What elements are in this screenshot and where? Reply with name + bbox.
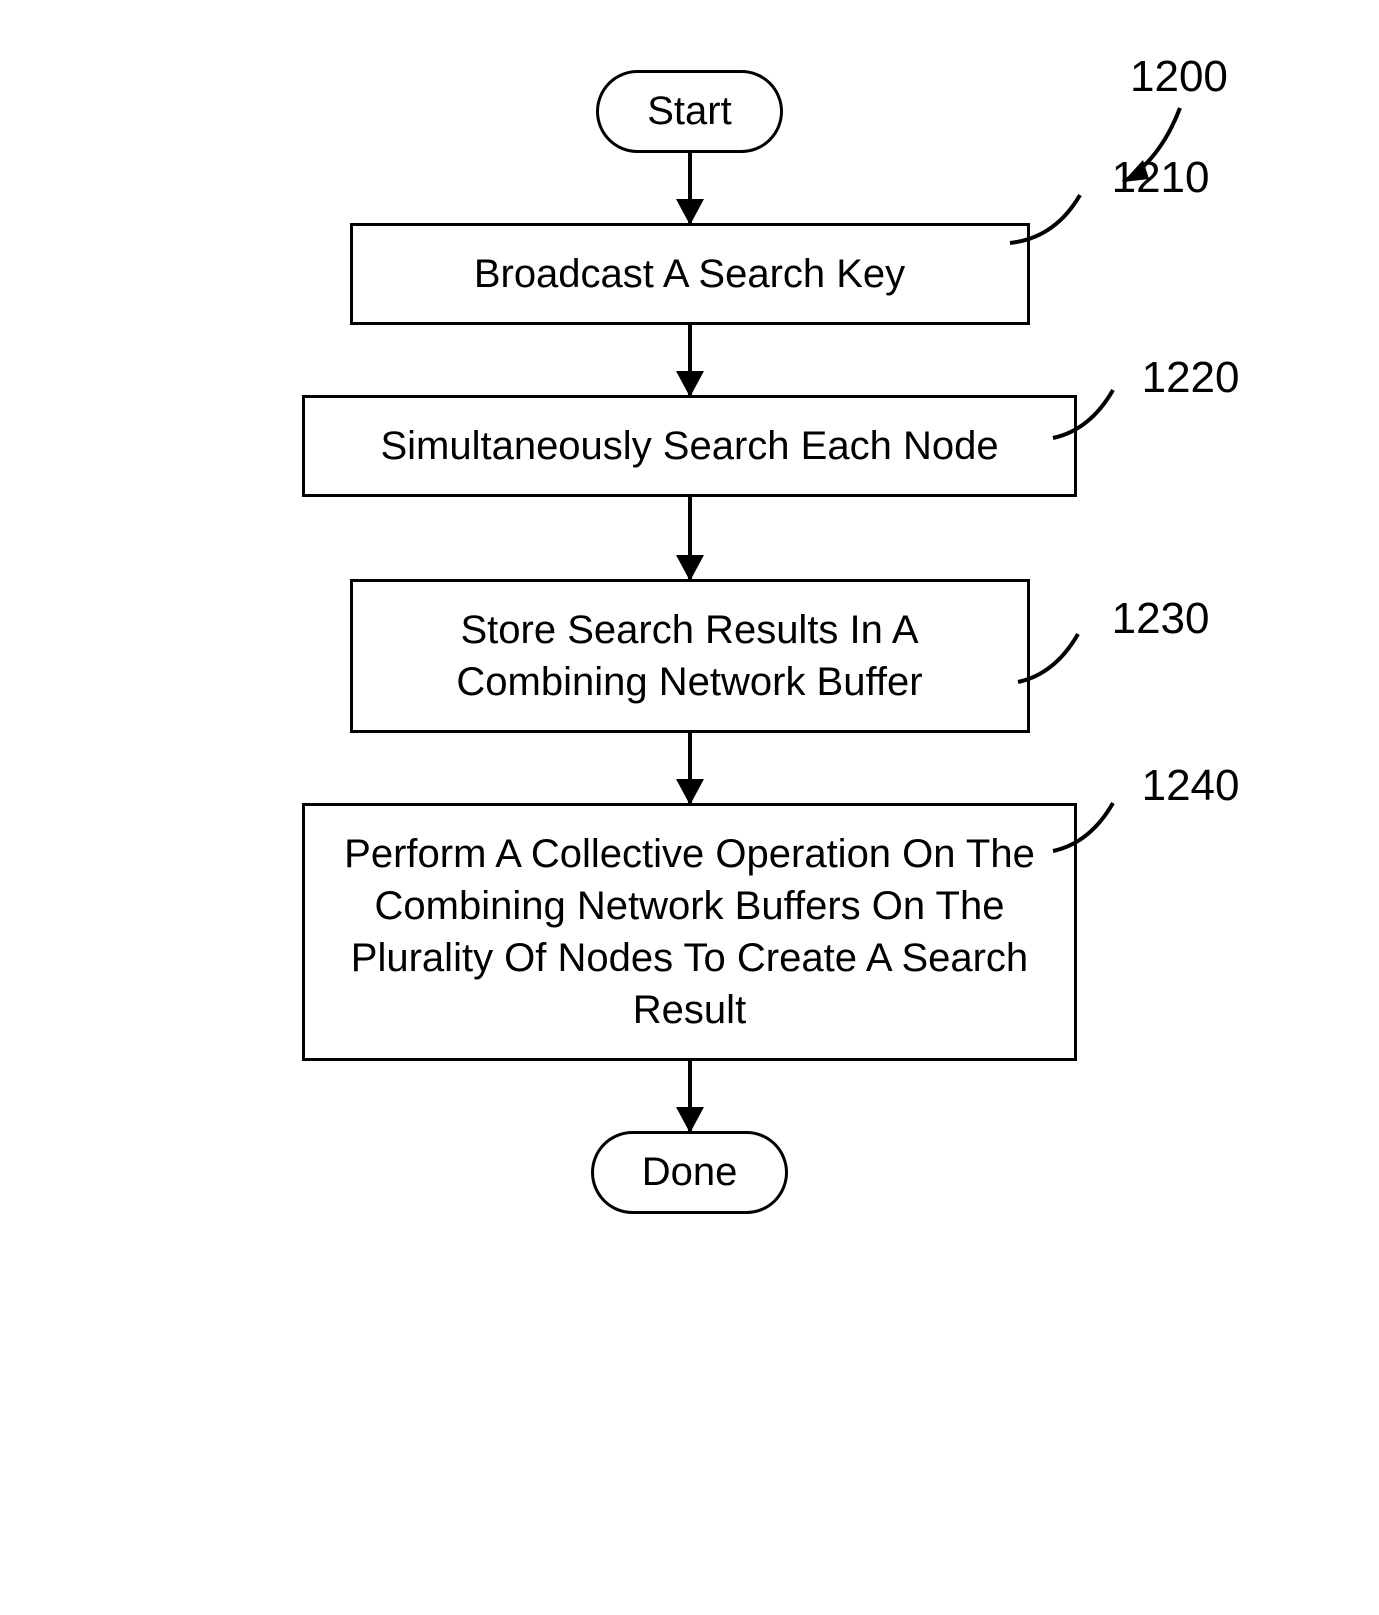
ref-label-3: 1230 (1112, 594, 1210, 644)
arrow-4 (688, 733, 692, 803)
flowchart-container: Start Broadcast A Search Key 1210 Simult… (300, 70, 1080, 1214)
arrow-1 (688, 153, 692, 223)
process-step-3: Store Search Results In A Combining Netw… (350, 579, 1030, 733)
leader-2 (1045, 380, 1155, 450)
figure-ref-label: 1200 (1130, 52, 1228, 102)
leader-4 (1045, 793, 1155, 863)
process-step-1: Broadcast A Search Key (350, 223, 1030, 325)
ref-label-2: 1220 (1142, 353, 1240, 403)
ref-label-1: 1210 (1112, 153, 1210, 203)
process-step-4: Perform A Collective Operation On The Co… (302, 803, 1077, 1061)
arrow-5 (688, 1061, 692, 1131)
arrow-2 (688, 325, 692, 395)
leader-3 (1010, 624, 1120, 694)
terminal-start: Start (596, 70, 782, 153)
leader-1 (1000, 183, 1130, 253)
process-step-2: Simultaneously Search Each Node (302, 395, 1077, 497)
arrow-3 (688, 497, 692, 579)
ref-label-4: 1240 (1142, 761, 1240, 811)
terminal-done: Done (591, 1131, 789, 1214)
